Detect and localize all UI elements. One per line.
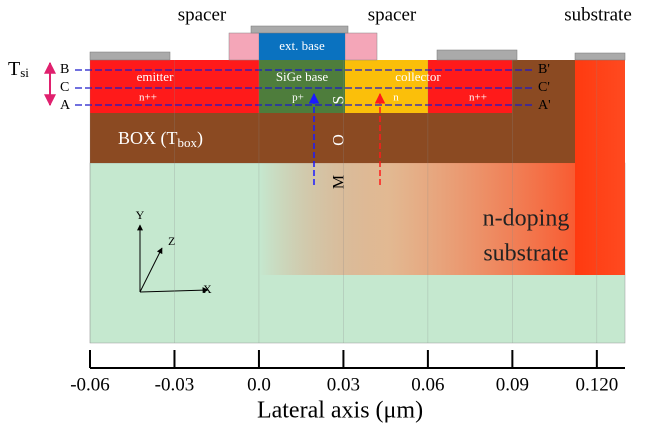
tsi-label: Tsi [8,58,29,80]
device-diagram: spacer spacer substrate Tsi B C A B' C' … [0,0,656,431]
contact [251,26,348,33]
mos-letter: O [331,134,348,146]
mos-letter: S [331,96,348,105]
doping-label: n++ [139,92,157,104]
region-label: emitter [137,69,174,84]
tick-label: -0.06 [70,374,110,395]
tick-label: -0.03 [155,374,195,395]
label: substrate [564,4,632,25]
doping-label: n++ [469,92,487,104]
cut-label: B [60,62,69,77]
region-label: ext. base [279,38,325,53]
cut-label: A' [538,98,551,113]
tick-label: 0.09 [496,374,529,395]
doping-label: p+ [292,92,304,104]
contact [90,52,170,60]
tick-label: 0.03 [327,374,360,395]
tick-label: 0.0 [247,374,271,395]
spacer [345,33,377,60]
cut-label: B' [538,62,550,77]
doping-label: n [393,92,399,104]
coord-label: X [203,282,212,296]
coord-label: Y [136,208,145,222]
tsi-main: T [8,58,20,80]
region-label: SiGe base [276,69,329,84]
box-close: ) [197,128,203,149]
coord-label: Z [168,234,175,248]
cut-label: C' [538,80,550,95]
region-label: collector [395,69,441,84]
label: spacer [368,4,417,25]
mos-letter: M [331,175,348,189]
label: spacer [178,4,227,25]
tick-label: 0.06 [411,374,444,395]
contact [575,53,625,60]
box-sub: box [178,135,198,150]
tick-label: 0.120 [575,374,618,395]
substrate-contact-region [575,60,625,275]
tsi-sub: si [20,65,29,80]
cut-label: C [60,80,69,95]
spacer [229,33,259,60]
substrate-label: n-doping [483,206,570,232]
contact [437,50,517,60]
axis-label: Lateral axis (μm) [257,398,423,424]
substrate-label: substrate [483,241,568,267]
cut-label: A [60,98,71,113]
box-main: BOX (T [118,128,178,149]
